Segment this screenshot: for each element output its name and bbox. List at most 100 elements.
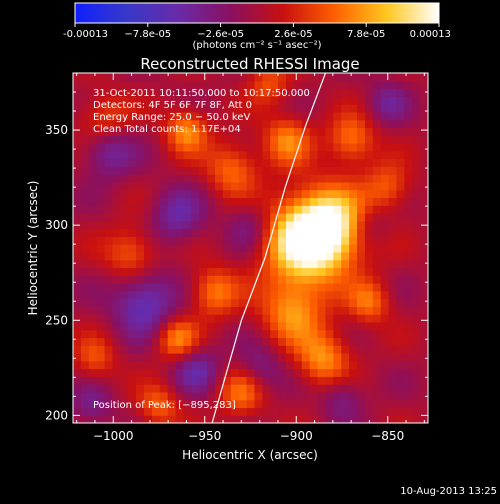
heatmap-cell	[380, 244, 390, 253]
heatmap-cell	[120, 228, 129, 237]
heatmap-cell	[293, 353, 303, 362]
heatmap-cell	[222, 150, 232, 160]
heatmap-cell	[207, 127, 216, 136]
heatmap-cell	[199, 399, 208, 409]
heatmap-cell	[167, 150, 177, 160]
heatmap-cell	[222, 337, 232, 346]
heatmap-cell	[412, 135, 421, 144]
heatmap-cell	[341, 407, 350, 416]
heatmap-cell	[207, 119, 216, 129]
heatmap-cell	[230, 174, 240, 183]
heatmap-cell	[380, 407, 390, 416]
heatmap-cell	[144, 220, 153, 230]
heatmap-cell	[104, 259, 114, 269]
heatmap-cell	[191, 391, 200, 401]
heatmap-cell	[120, 127, 129, 136]
heatmap-cell	[104, 298, 114, 307]
heatmap-cell	[151, 150, 161, 160]
heatmap-cell	[199, 244, 208, 253]
heatmap-cell	[159, 236, 169, 245]
heatmap-cell	[199, 283, 208, 292]
heatmap-cell	[364, 228, 374, 237]
heatmap-cell	[175, 306, 185, 315]
heatmap-cell	[128, 158, 137, 167]
heatmap-cell	[349, 174, 358, 183]
heatmap-cell	[380, 275, 390, 284]
heatmap-cell	[128, 259, 137, 269]
heatmap-cell	[199, 360, 208, 370]
heatmap-cell	[333, 205, 342, 214]
heatmap-cell	[364, 267, 374, 276]
heatmap-cell	[293, 306, 303, 315]
heatmap-cell	[167, 158, 177, 167]
heatmap-cell	[325, 143, 334, 152]
heatmap-cell	[183, 135, 192, 144]
heatmap-cell	[167, 127, 177, 136]
heatmap-cell	[372, 119, 382, 129]
heatmap-cell	[364, 399, 374, 409]
heatmap-cell	[144, 119, 153, 129]
heatmap-cell	[325, 353, 334, 362]
heatmap-cell	[341, 88, 350, 97]
heatmap-cell	[151, 353, 161, 362]
heatmap-cell	[349, 80, 358, 90]
heatmap-cell	[309, 314, 319, 323]
heatmap-cell	[96, 415, 106, 423]
heatmap-cell	[207, 96, 216, 105]
heatmap-cell	[151, 368, 161, 377]
heatmap-cell	[207, 298, 216, 307]
heatmap-cell	[388, 88, 398, 97]
image-annotations: 31-Oct-2011 10:11:50.000 to 10:17:50.000…	[93, 88, 310, 411]
heatmap-cell	[254, 298, 263, 307]
heatmap-cell	[120, 360, 129, 370]
heatmap-cell	[380, 143, 390, 152]
heatmap-cell	[73, 314, 82, 323]
heatmap-cell	[317, 181, 327, 191]
heatmap-cell	[191, 73, 200, 82]
heatmap-cell	[396, 119, 405, 129]
heatmap-cell	[388, 73, 398, 82]
heatmap-cell	[215, 181, 224, 191]
heatmap-cell	[341, 376, 350, 385]
heatmap-cell	[293, 415, 303, 423]
heatmap-cell	[412, 236, 421, 245]
heatmap-cell	[286, 391, 295, 401]
heatmap-cell	[175, 127, 185, 136]
heatmap-cell	[183, 251, 192, 261]
heatmap-cell	[128, 80, 137, 90]
heatmap-cell	[270, 166, 279, 175]
heatmap-cell	[254, 345, 263, 354]
heatmap-cell	[136, 399, 145, 409]
heatmap-cell	[191, 399, 200, 409]
heatmap-cell	[357, 407, 366, 416]
heatmap-cell	[96, 275, 106, 284]
heatmap-cell	[88, 306, 98, 315]
heatmap-cell	[144, 96, 153, 105]
heatmap-cell	[183, 259, 192, 269]
heatmap-cell	[128, 119, 137, 129]
heatmap-cell	[104, 275, 114, 284]
heatmap-cell	[357, 360, 366, 370]
heatmap-cell	[246, 376, 256, 385]
heatmap-cell	[136, 96, 145, 105]
heatmap-cell	[199, 150, 208, 160]
heatmap-cell	[191, 205, 200, 214]
heatmap-cell	[215, 314, 224, 323]
heatmap-cell	[333, 181, 342, 191]
heatmap-cell	[144, 251, 153, 261]
heatmap-cell	[301, 220, 311, 230]
heatmap-cell	[104, 220, 114, 230]
heatmap-cell	[364, 275, 374, 284]
heatmap-cell	[88, 321, 98, 331]
heatmap-cell	[112, 111, 121, 121]
heatmap-cell	[238, 181, 248, 191]
heatmap-cell	[309, 127, 319, 136]
heatmap-cell	[278, 96, 287, 105]
heatmap-cell	[128, 150, 137, 160]
heatmap-cell	[159, 73, 169, 82]
heatmap-cell	[404, 213, 413, 222]
heatmap-cell	[262, 111, 271, 121]
heatmap-cell	[167, 73, 177, 82]
heatmap-cell	[420, 174, 428, 183]
heatmap-cell	[412, 197, 421, 206]
